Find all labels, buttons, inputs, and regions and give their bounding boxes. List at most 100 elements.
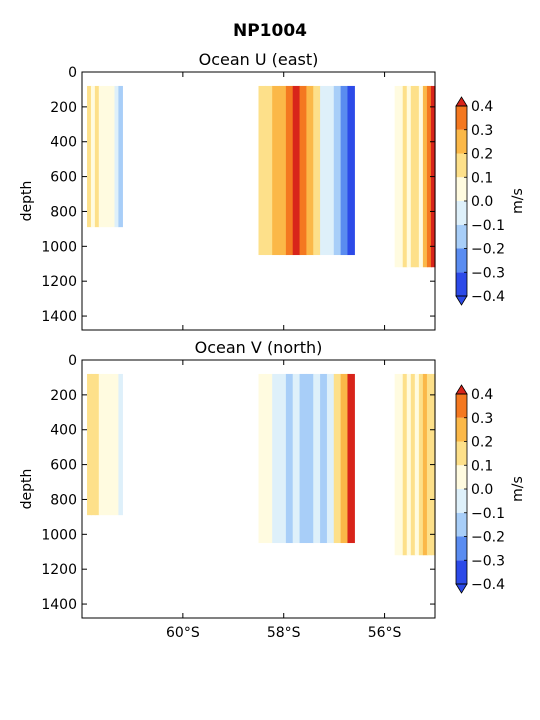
y-axis-label: depth [19, 469, 35, 510]
contour-cell [320, 373, 328, 544]
contour-cell [258, 85, 266, 256]
contour-cell [90, 85, 96, 228]
contour-cell [406, 373, 412, 556]
y-tick-label: 1400 [41, 309, 77, 325]
colorbar-tick-label: −0.1 [471, 506, 505, 522]
contour-cell [320, 85, 328, 256]
y-tick-label: 200 [50, 100, 77, 116]
colorbar-tick-label: 0.1 [471, 170, 493, 186]
data-section-2 [258, 85, 355, 256]
contour-cell [402, 85, 408, 268]
contour-cell [422, 85, 428, 268]
contour-cell [272, 85, 280, 256]
contour-cell [299, 373, 308, 544]
data-section-2 [258, 373, 355, 544]
contour-cell [114, 85, 120, 228]
contour-cell [285, 373, 294, 544]
colorbar-segment [456, 248, 467, 273]
axes-frame [81, 71, 436, 331]
panel-2: Ocean V (north) 0 200 400 600 800 1000 1200 1400… [19, 338, 526, 641]
figure-suptitle: NP1004 [233, 21, 307, 41]
y-tick-label: 400 [50, 423, 77, 439]
contour-cell [406, 85, 412, 268]
data-section-1 [87, 85, 123, 228]
contour-cell [426, 85, 432, 268]
y-tick-label: 800 [50, 204, 77, 220]
contour-cell [292, 85, 301, 256]
colorbar-tick-label: 0.0 [471, 194, 493, 210]
contour-cell [326, 373, 335, 544]
contour-cell [418, 373, 424, 556]
colorbar-tick-label: −0.4 [471, 577, 505, 593]
contour-cell [313, 85, 321, 256]
colorbar-extend-max [455, 384, 468, 395]
data-section-1 [87, 373, 123, 516]
contour-cell [98, 85, 104, 228]
y-tick-label: 400 [50, 135, 77, 151]
contour-cell [422, 373, 428, 556]
contour-cell [106, 373, 112, 516]
colorbar-segment [456, 224, 467, 249]
contour-cell [102, 373, 108, 516]
data-section-3 [394, 373, 436, 556]
contour-cell [90, 373, 96, 516]
contour-cell [347, 373, 355, 544]
y-tick-label: 800 [50, 492, 77, 508]
contour-cell [306, 85, 314, 256]
contour-cell [418, 85, 424, 268]
contour-cell [347, 85, 355, 256]
colorbar-segment [456, 560, 467, 584]
x-tick-label: 60°S [166, 625, 200, 641]
y-tick-label: 0 [68, 353, 77, 369]
data-section-3 [394, 85, 436, 268]
contour-cell [333, 85, 342, 256]
colorbar-tick-label: 0.1 [471, 458, 493, 474]
colorbar-segment [456, 153, 467, 178]
contour-cell [118, 85, 123, 228]
colorbar-segment [456, 465, 467, 489]
contour-cell [292, 373, 301, 544]
contour-cell [410, 85, 416, 268]
y-tick-label: 600 [50, 458, 77, 474]
colorbar-segment [456, 394, 467, 418]
colorbar-segment [456, 536, 467, 561]
contour-cell [265, 85, 273, 256]
contour-cell [279, 373, 287, 544]
colorbar-segment [456, 441, 467, 466]
panel-title: Ocean U (east) [199, 50, 319, 69]
colorbar-segment [456, 129, 467, 154]
y-tick-label: 0 [68, 65, 77, 81]
contour-cell [313, 373, 321, 544]
contour-cell [265, 373, 273, 544]
colorbar-tick-label: −0.1 [471, 218, 505, 234]
colorbar-tick-label: 0.0 [471, 482, 493, 498]
y-tick-label: 1400 [41, 597, 77, 613]
contour-cell [398, 85, 404, 268]
y-tick-label: 1200 [41, 274, 77, 290]
contour-cell [398, 373, 404, 556]
contour-cell [279, 85, 287, 256]
contour-cell [87, 85, 92, 228]
contour-cell [106, 85, 112, 228]
panel-1: Ocean U (east) 0 200 400 600 800 1000 1200 1400 d… [19, 50, 526, 331]
contour-cell [394, 85, 400, 268]
colorbar-tick-label: 0.2 [471, 147, 493, 163]
contour-cell [87, 373, 92, 516]
contour-cell [414, 85, 420, 268]
contour-cell [394, 373, 400, 556]
y-tick-label: 600 [50, 170, 77, 186]
colorbar-segment [456, 272, 467, 296]
y-axis-label: depth [19, 181, 35, 222]
colorbar-extend-max [455, 96, 468, 107]
y-tick-label: 200 [50, 388, 77, 404]
contour-cell [340, 373, 349, 544]
contour-cell [98, 373, 104, 516]
colorbar-tick-label: −0.3 [471, 553, 505, 569]
x-tick-label: 56°S [368, 625, 402, 641]
colorbar-tick-label: 0.4 [471, 387, 493, 403]
x-tick-label: 58°S [267, 625, 301, 641]
colorbar-label: m/s [510, 188, 526, 214]
contour-cell [118, 373, 123, 516]
panel-title: Ocean V (north) [195, 338, 323, 357]
